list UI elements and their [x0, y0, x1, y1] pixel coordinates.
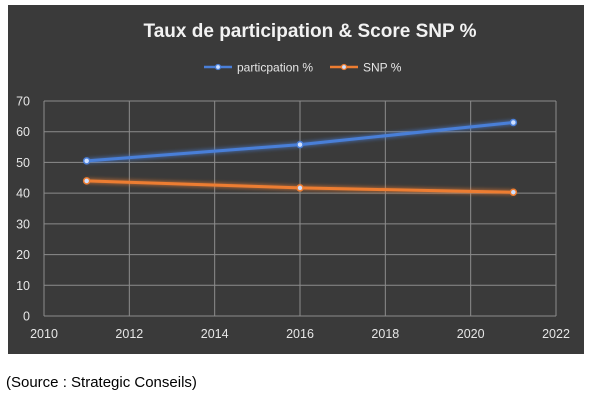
x-axis-ticks: 2010 2012 2014 2016 2018 2020 2022 — [30, 327, 570, 341]
data-point-1-1 — [296, 184, 304, 192]
y-tick-label-30: 30 — [16, 217, 30, 231]
y-tick-label-50: 50 — [16, 156, 30, 170]
x-tick-label-2010: 2010 — [30, 327, 58, 341]
gridlines — [43, 100, 557, 317]
data-point-0-2 — [509, 118, 518, 127]
legend-label-1: SNP % — [363, 61, 402, 75]
x-tick-label-2020: 2020 — [457, 327, 485, 341]
y-tick-label-40: 40 — [16, 187, 30, 201]
data-point-0-1 — [296, 140, 304, 149]
y-tick-label-60: 60 — [16, 125, 30, 139]
chart-title: Taux de participation & Score SNP % — [144, 21, 477, 42]
chart-panel: Taux de participation & Score SNP % part… — [8, 5, 584, 354]
y-tick-label-10: 10 — [16, 279, 30, 293]
series-layer — [82, 118, 518, 196]
x-tick-label-2018: 2018 — [371, 327, 399, 341]
y-tick-label-0: 0 — [23, 310, 30, 324]
line-chart: Taux de participation & Score SNP % part… — [16, 21, 570, 341]
source-note: (Source : Strategic Conseils) — [6, 374, 197, 391]
legend-marker-0 — [214, 63, 222, 71]
data-point-0-0 — [82, 157, 91, 165]
legend-label-0: particpation % — [237, 61, 313, 75]
y-tick-label-70: 70 — [16, 95, 30, 109]
legend-marker-1 — [340, 63, 348, 71]
data-point-1-2 — [509, 188, 518, 196]
data-point-1-0 — [82, 177, 91, 185]
x-tick-label-2016: 2016 — [286, 327, 314, 341]
x-tick-label-2012: 2012 — [115, 327, 143, 341]
x-tick-label-2022: 2022 — [542, 327, 570, 341]
x-tick-label-2014: 2014 — [201, 327, 229, 341]
y-axis-ticks: 0 10 20 30 40 50 60 70 — [16, 95, 30, 324]
y-tick-label-20: 20 — [16, 248, 30, 262]
legend: particpation % SNP % — [204, 61, 402, 75]
